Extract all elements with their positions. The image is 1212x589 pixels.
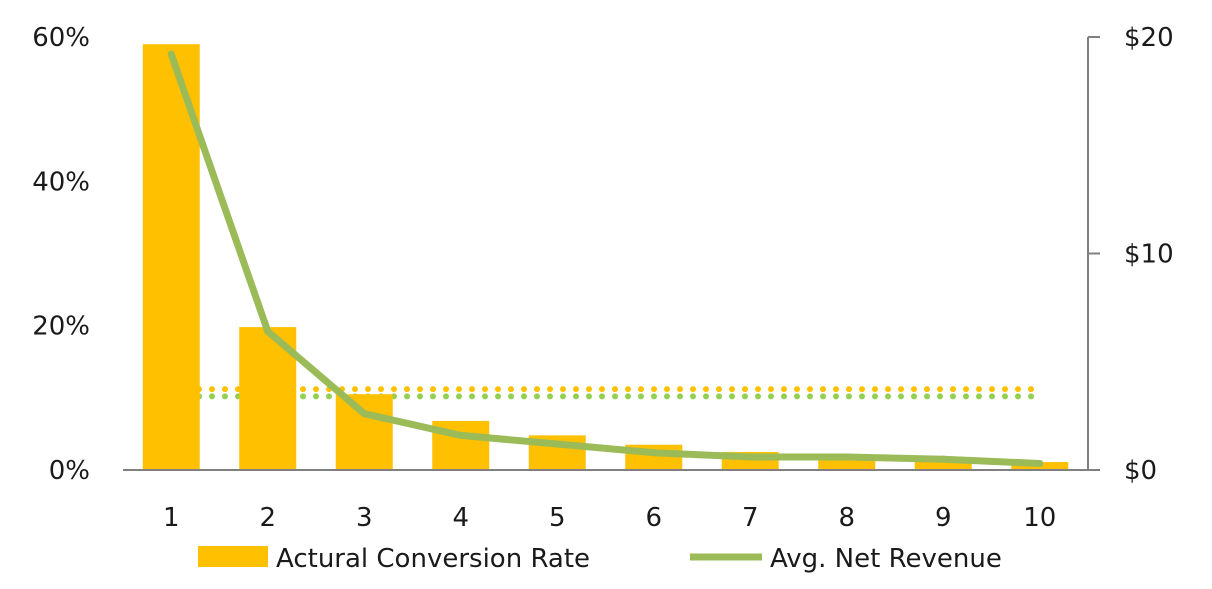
line-series	[167, 50, 1044, 468]
line-point-1	[167, 50, 175, 58]
x-tick-label: 4	[452, 503, 469, 533]
x-tick-label: 1	[163, 503, 180, 533]
legend-label-bar: Actural Conversion Rate	[276, 544, 590, 574]
line-avg-net-revenue	[167, 50, 1044, 467]
y-left-tick-label: 0%	[49, 456, 90, 486]
line-point-10	[1036, 460, 1044, 468]
line-point-9	[939, 455, 947, 463]
y-left-tick-label: 60%	[32, 23, 90, 53]
x-tick-label: 10	[1023, 503, 1056, 533]
line-point-6	[650, 449, 658, 457]
x-tick-label: 6	[645, 503, 662, 533]
x-tick-label: 5	[549, 503, 566, 533]
line-point-8	[843, 453, 851, 461]
x-tick-label: 7	[742, 503, 759, 533]
x-tick-label: 8	[838, 503, 855, 533]
line-point-2	[264, 327, 272, 335]
reference-lines	[170, 386, 1045, 400]
bar-series	[142, 44, 1069, 470]
x-tick-label: 9	[935, 503, 952, 533]
y-left-tick-label: 20%	[32, 312, 90, 342]
x-tick-label: 2	[259, 503, 276, 533]
axes	[123, 36, 1100, 471]
x-tick-label: 3	[356, 503, 373, 533]
line-point-7	[746, 453, 754, 461]
bar-3	[335, 394, 393, 470]
line-point-4	[457, 431, 465, 439]
legend: Actural Conversion Rate Avg. Net Revenue	[198, 544, 1002, 574]
y-right-tick-label: $10	[1124, 240, 1174, 270]
line-point-3	[360, 410, 368, 418]
legend-swatch-bar	[198, 546, 268, 567]
y-left-tick-label: 40%	[32, 167, 90, 197]
y-right-tick-label: $0	[1124, 456, 1157, 486]
line-point-5	[553, 440, 561, 448]
y-right-tick-label: $20	[1124, 23, 1174, 53]
legend-label-line: Avg. Net Revenue	[770, 544, 1002, 574]
tick-labels: 0% 20% 40% 60% $0 $10 $20 1 2 3 4 5 6 7 8 9 10	[32, 23, 1173, 533]
